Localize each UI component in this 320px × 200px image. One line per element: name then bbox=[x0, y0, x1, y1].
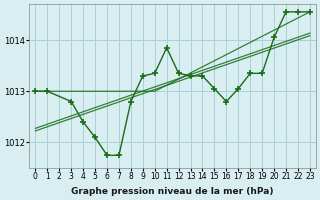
X-axis label: Graphe pression niveau de la mer (hPa): Graphe pression niveau de la mer (hPa) bbox=[71, 187, 274, 196]
